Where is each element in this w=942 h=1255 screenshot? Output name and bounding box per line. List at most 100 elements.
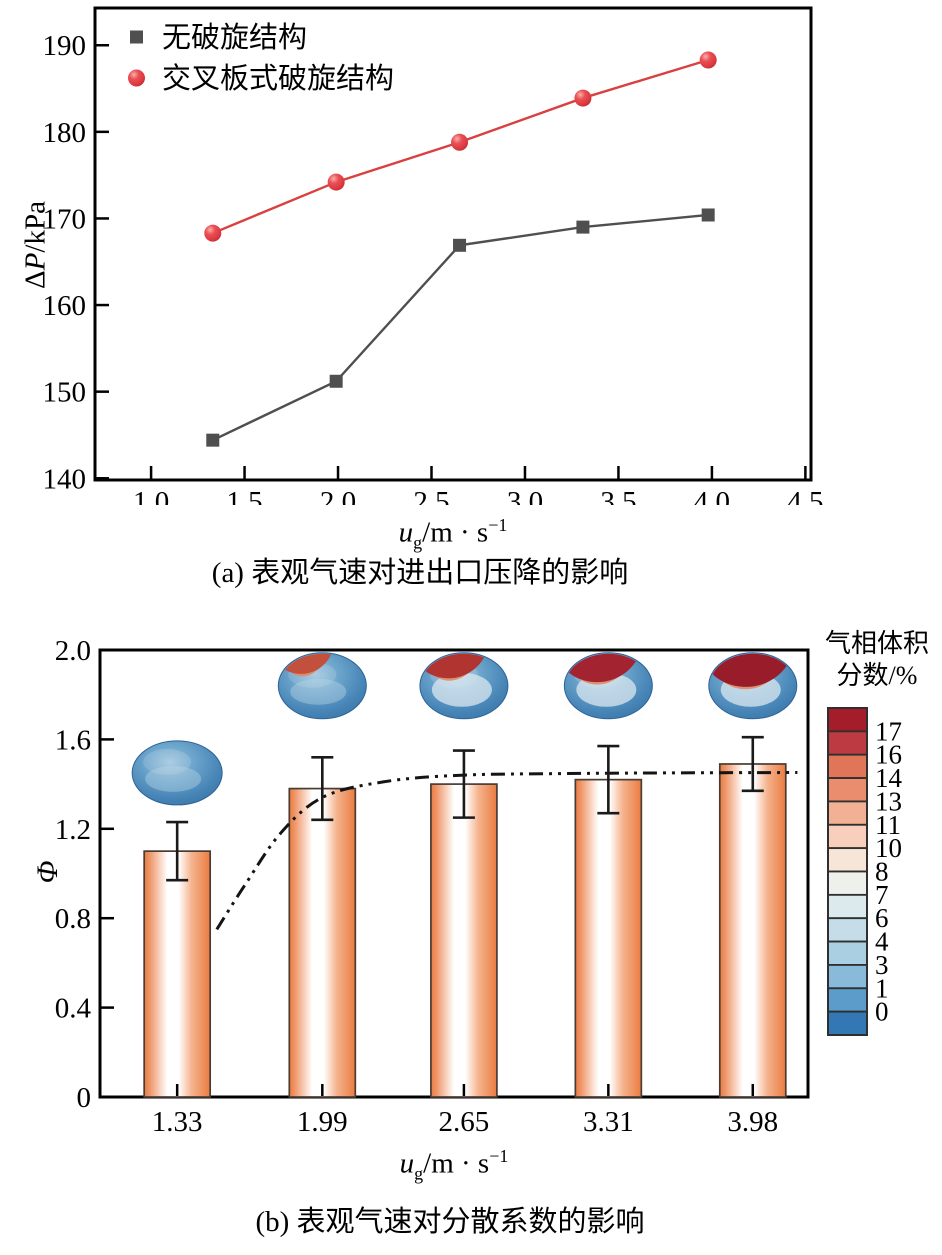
velocity-symbol: u	[398, 516, 414, 549]
x-tick-label: 2.65	[439, 1106, 490, 1138]
error-bar	[166, 820, 189, 882]
circle-marker	[574, 89, 592, 107]
dispersion-bar	[288, 787, 357, 1098]
circle-marker	[451, 133, 469, 151]
velocity-unit: /m · s	[422, 516, 489, 549]
velocity-symbol: u	[399, 1147, 415, 1180]
contour-red-cap	[712, 653, 787, 687]
y-tick-label: 0.8	[55, 903, 91, 935]
y-tick-label: 170	[43, 203, 87, 235]
colorbar-segment	[827, 777, 868, 803]
y-tick-label: 2.0	[55, 635, 91, 667]
legend-label: 无破旋结构	[162, 21, 307, 54]
circle-marker	[204, 224, 222, 242]
x-tick-label: 3.0	[507, 486, 543, 505]
contour-pale-core	[145, 765, 202, 792]
colorbar-label: 0	[875, 997, 889, 1027]
colorbar-label: 16	[875, 740, 902, 770]
square-marker	[329, 374, 343, 388]
contour-pale-core	[431, 672, 492, 707]
chart-b-caption: (b) 表观气速对分散系数的影响	[255, 1206, 645, 1238]
colorbar-segment	[827, 964, 868, 990]
y-tick-label: 180	[43, 117, 87, 149]
y-tick-label: 0.4	[55, 993, 92, 1025]
contour-red-cap	[285, 653, 332, 674]
square-marker	[206, 433, 220, 447]
phi-symbol: Φ	[31, 860, 64, 884]
colorbar-title: 气相体积 分数/%	[812, 628, 942, 692]
circle-marker	[699, 51, 717, 69]
pressure-symbol: P	[19, 252, 52, 271]
gas-fraction-contour-inset	[419, 652, 509, 720]
colorbar-label: 14	[875, 763, 903, 793]
colorbar-label: 17	[875, 716, 902, 746]
gas-fraction-contour-inset	[708, 652, 798, 720]
error-bar	[452, 749, 475, 819]
chart-b-dispersion-bar-plot: 00.40.81.21.62.01.33 1.99 2.65 3.31 3.981716…	[55, 635, 903, 1138]
colorbar-segment	[827, 870, 868, 896]
chart-b-x-axis-label: ug/m · s−1	[100, 1146, 808, 1184]
legend-square-marker	[130, 30, 143, 44]
dispersion-bar	[718, 763, 787, 1098]
legend-label: 交叉板式破旋结构	[162, 62, 394, 95]
colorbar-label: 6	[875, 903, 889, 933]
gas-fraction-contour-inset	[563, 652, 653, 720]
colorbar-title-line2: 分数/%	[836, 661, 918, 690]
contour-red-cap	[425, 653, 485, 679]
colorbar-label: 10	[875, 833, 902, 863]
y-tick-label: 1.6	[55, 724, 91, 756]
colorbar-segment	[827, 1010, 868, 1036]
legend-circle-marker	[128, 69, 145, 87]
y-tick-label: 160	[43, 290, 87, 322]
y-tick-label: 190	[43, 30, 87, 62]
colorbar-segment	[827, 800, 868, 826]
y-tick-label: 150	[43, 377, 87, 409]
circle-marker	[327, 173, 345, 191]
y-tick-label: 1.2	[55, 814, 91, 846]
pressure-unit: /kPa	[19, 201, 52, 253]
colorbar-label: 13	[875, 786, 902, 816]
contour-pale-core	[290, 678, 347, 705]
error-bar	[311, 755, 334, 822]
series-cross-plate-swirl-breaker	[204, 51, 717, 242]
colorbar-segment	[827, 893, 868, 920]
colorbar-label: 11	[875, 810, 901, 840]
colorbar-border	[827, 707, 868, 1036]
dispersion-bar	[430, 783, 498, 1098]
colorbar-title-line1: 气相体积	[824, 629, 929, 658]
x-tick-label: 3.98	[727, 1106, 778, 1138]
x-tick-label: 1.0	[133, 486, 169, 505]
colorbar-segment	[827, 847, 868, 873]
error-bar	[741, 735, 764, 793]
chart-a-pressure-line-plot: 1.0 1.5 2.0 2.5 3.0 3.5 4.0 4.5 140 150 160 170 180 1…	[43, 6, 824, 505]
colorbar-segment	[827, 823, 868, 850]
colorbar-label: 8	[875, 857, 889, 887]
contour-highlight	[143, 748, 192, 775]
x-tick-label: 3.31	[583, 1106, 634, 1138]
series-no-swirl-breaker	[206, 208, 715, 447]
contour-red-cap	[569, 653, 636, 683]
dispersion-bar	[143, 850, 212, 1098]
x-tick-label: 1.33	[152, 1106, 203, 1138]
gas-subscript: g	[414, 1163, 424, 1184]
colorbar-segment	[827, 753, 868, 779]
gas-fraction-contour-inset	[277, 652, 367, 720]
square-marker	[576, 220, 590, 234]
trend-dashdot-line	[215, 771, 798, 931]
dispersion-bar	[574, 778, 643, 1098]
unit-exponent: −1	[488, 515, 508, 535]
chart-a-caption: (a) 表观气速对进出口压降的影响	[211, 557, 629, 589]
colorbar-segment	[827, 730, 868, 756]
x-tick-label: 4.5	[787, 486, 823, 505]
colorbar-label: 1	[875, 973, 889, 1003]
x-tick-label: 2.5	[413, 486, 449, 505]
colorbar-label: 3	[875, 950, 889, 980]
velocity-unit: /m · s	[423, 1147, 490, 1180]
colorbar-label: 7	[875, 880, 889, 910]
error-bar	[597, 744, 620, 815]
gas-fraction-contour-inset	[131, 740, 223, 806]
square-marker	[701, 208, 715, 222]
